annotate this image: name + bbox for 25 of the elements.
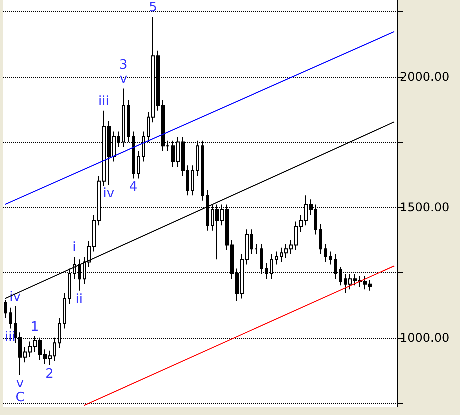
text: 3 v [120,58,128,88]
text: 2 [46,366,54,382]
text: 4 [129,180,138,196]
text: iii [98,94,110,110]
text: iv [103,186,115,202]
candlestick [137,150,140,180]
text: ii [76,292,83,308]
text: v C [16,376,25,406]
candlestick [329,251,332,266]
y-tick-label: 2000.00 [400,70,450,84]
candlestick [324,243,327,263]
text: 5 [149,0,158,16]
candlestick [255,243,258,255]
text: iii [4,330,16,346]
candlestick [275,251,278,266]
candlestick [9,307,12,330]
candlestick [191,165,194,196]
candlestick [319,224,322,255]
text: iv [10,290,21,306]
text: 1 [30,320,40,335]
text: i [72,240,76,256]
y-tick-label: 1000.00 [400,330,450,345]
candlestick [127,100,130,143]
candlestick [63,293,66,330]
y-tick-label: 1500.00 [400,200,450,214]
